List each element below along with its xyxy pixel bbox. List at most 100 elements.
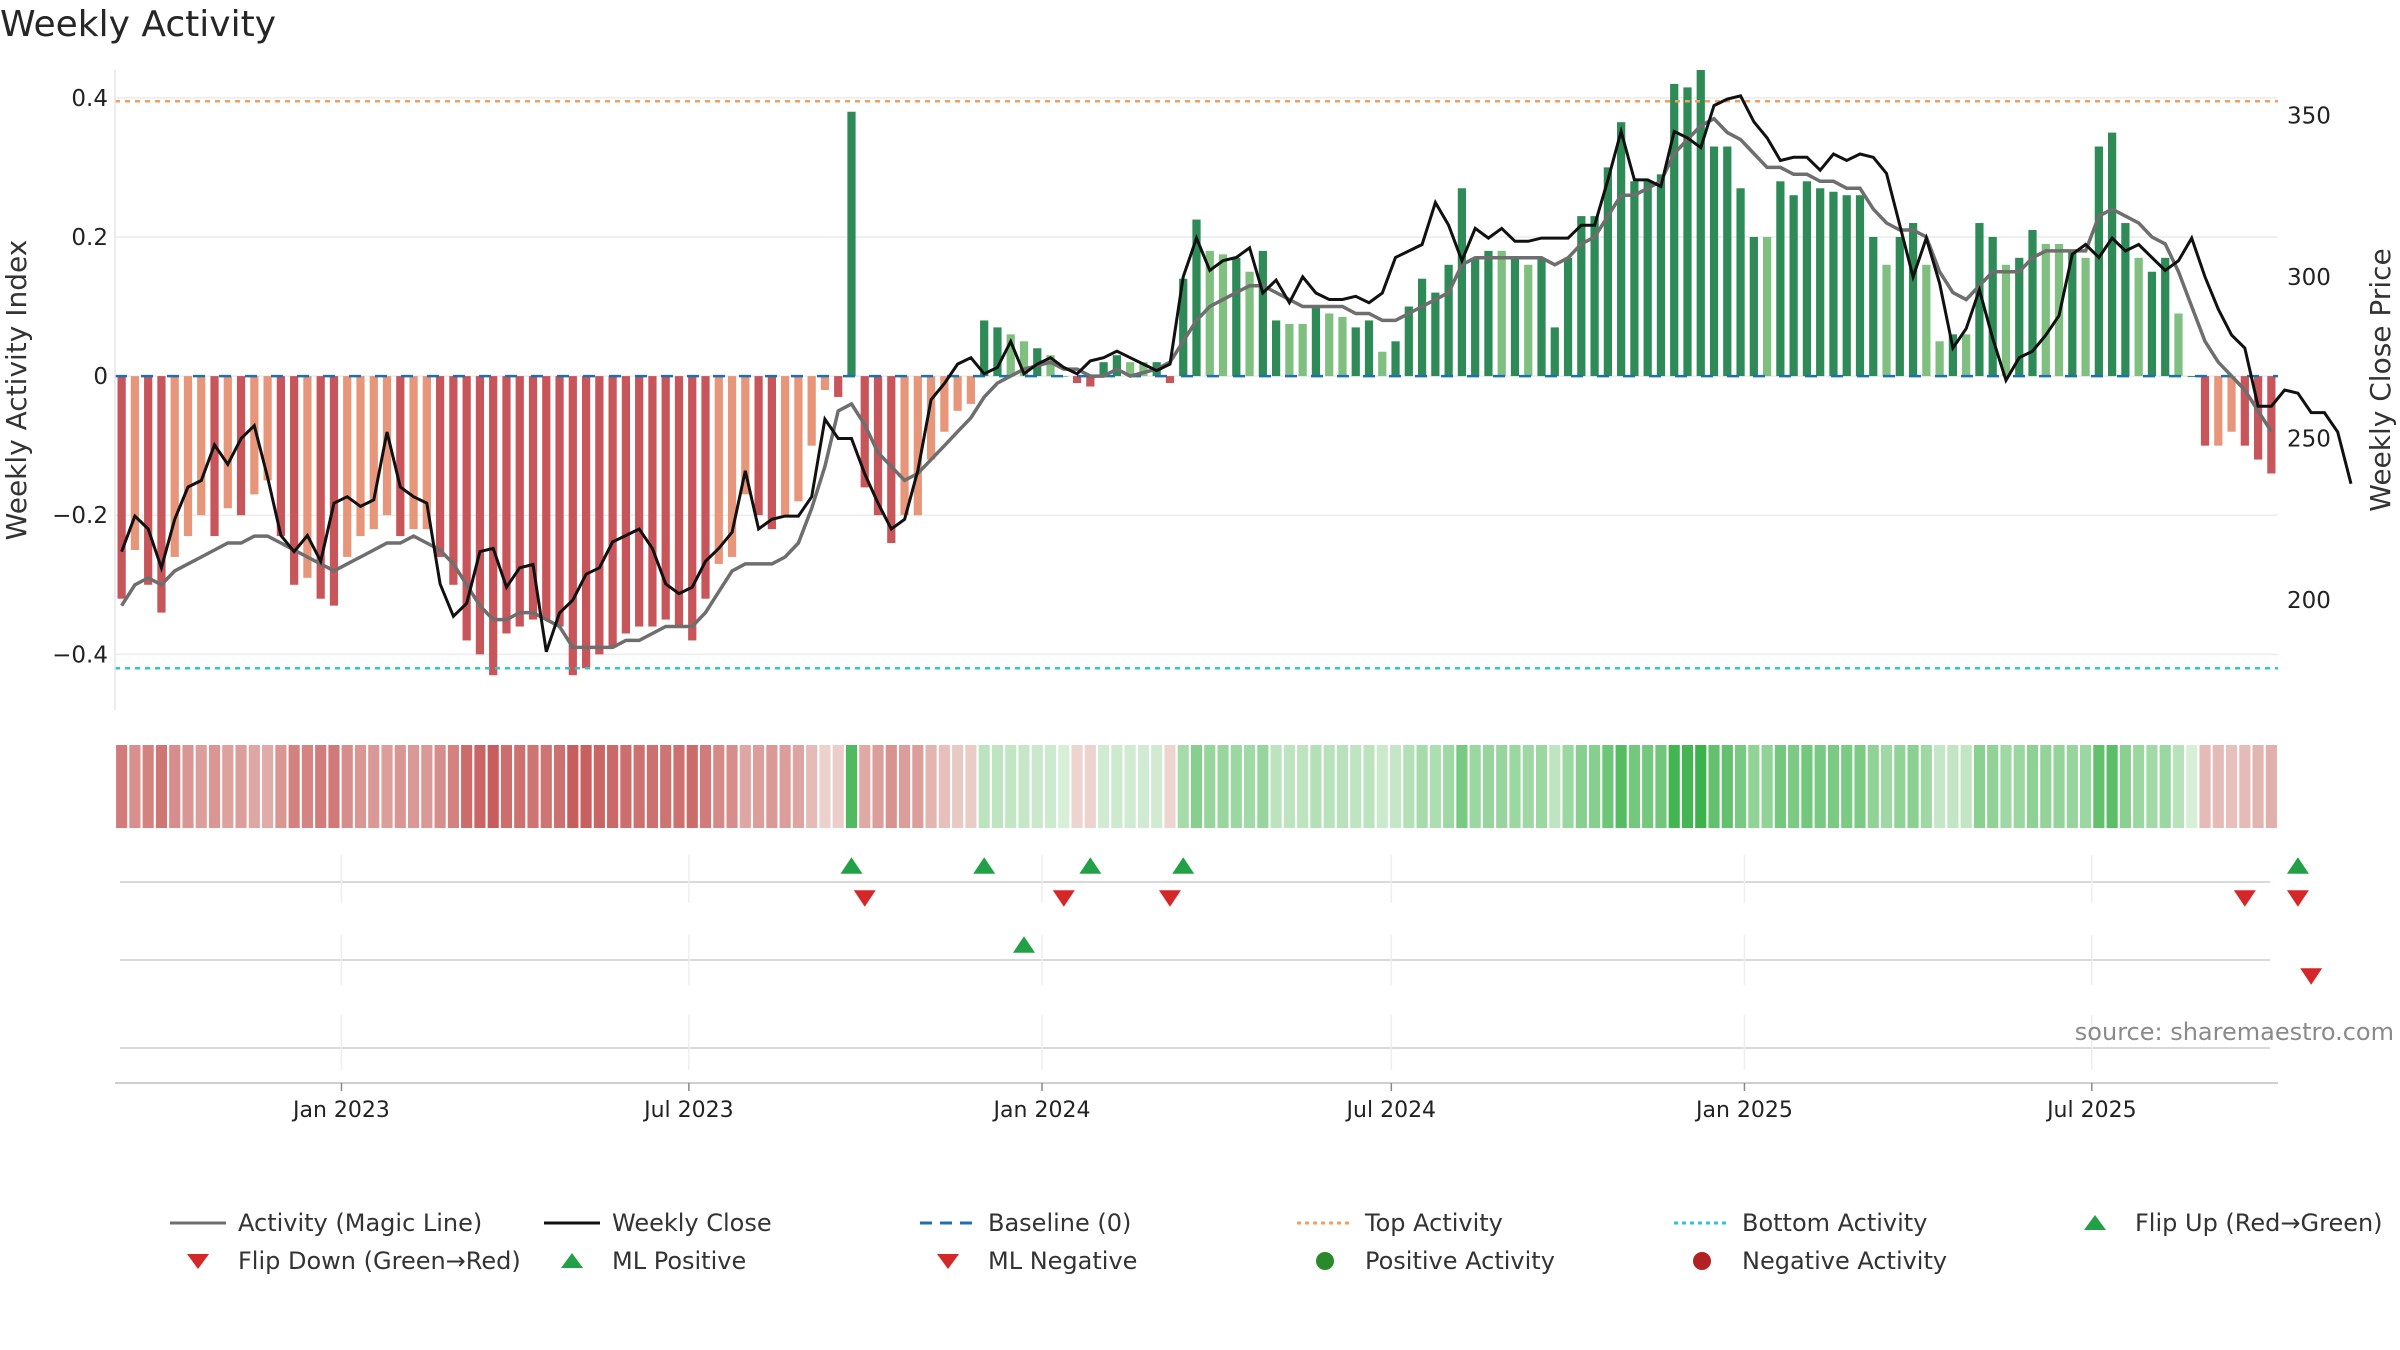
legend-item: Weekly Close [542,1208,772,1238]
activity-bar [1855,195,1865,377]
heat-cell [2212,745,2224,828]
activity-bar [781,376,790,516]
heat-cell [872,745,884,828]
activity-bar [223,376,232,509]
legend-symbol-icon [168,1208,228,1238]
heat-cell [553,745,566,828]
legend-symbol-icon [1295,1246,1355,1276]
activity-bar [1762,236,1772,377]
activity-bar [873,376,883,516]
heat-cell [1244,745,1256,828]
heat-cell [1363,745,1375,828]
legend: Activity (Magic Line) Weekly Close Baselin… [0,1208,2400,1298]
legend-symbol-icon [1672,1246,1732,1276]
heat-cell [1310,745,1322,828]
activity-bar [1404,306,1413,377]
heat-cell [2000,745,2012,828]
heat-cell [1987,745,1999,828]
x-axis: Jan 2023 Jul 2023 Jan 2024 Jul 2024 Jan 2025… [115,1082,2278,1123]
activity-bar [2187,376,2196,378]
heat-cell [1230,745,1242,828]
heat-cell [686,745,698,828]
heat-cell [1575,745,1587,828]
legend-label: Negative Activity [1742,1247,1948,1275]
heat-cell [1005,745,1017,828]
heat-cell [1934,745,1946,828]
activity-bar [1364,320,1374,377]
heat-cell [1270,745,1282,828]
activity-bar [2134,257,2143,377]
activity-bar [1723,146,1732,377]
heat-cell [819,745,831,828]
heat-cell [1336,745,1349,828]
flip-up-marker [840,857,863,874]
flip-down-marker [853,890,876,907]
activity-bar [1338,316,1347,377]
left-tick-label: 0 [93,364,108,390]
activity-bar [462,376,471,641]
weekly-close-series [120,94,2353,653]
activity-bar [834,376,843,397]
heat-cell [2265,745,2277,828]
activity-bar [1298,323,1307,377]
activity-bar [701,376,710,599]
heat-cell [182,745,194,828]
flip-down-marker [1052,890,1075,907]
activity-bar [1975,223,1984,377]
activity-bar [2147,271,2157,377]
heat-cell [859,745,871,828]
activity-bar [2094,146,2103,377]
heat-cell [1589,745,1601,828]
heat-cell [1323,745,1335,828]
reference-lines [115,100,2278,670]
flip-up-marker [2286,857,2309,874]
axes: 0.4 0.2 0 −0.2 −0.4 350 300 250 200 Weekly Activi… [0,70,2397,710]
heat-cell [633,745,645,828]
activity-bar [635,376,644,627]
heat-cell [938,745,950,828]
activity-bar [1630,181,1639,377]
heat-cell [925,745,937,828]
activity-bar [966,376,976,404]
activity-bar [1139,362,1148,377]
heat-cell [2172,745,2185,828]
heat-cell [1668,745,1680,828]
heat-cell [1350,745,1362,828]
heat-cell [1389,745,1402,828]
activity-bar [2081,257,2090,377]
heat-cell [1761,745,1773,828]
heat-cell [607,745,619,828]
heat-cell [315,745,327,828]
heat-cell [2053,745,2065,828]
activity-bar [993,327,1002,377]
activity-bar [1736,188,1745,377]
activity-bar [329,376,339,606]
legend-symbol-icon [1672,1208,1732,1238]
heat-cell [1031,745,1043,828]
heat-cell [142,745,154,828]
x-tick-label: Jul 2023 [642,1098,734,1123]
legend-item: Bottom Activity [1672,1208,1927,1238]
heat-cell [1854,745,1866,828]
heat-cell [1509,745,1521,828]
heat-cell [1814,745,1826,828]
activity-bar [913,376,922,516]
activity-bar [608,376,617,648]
flip-down-marker [1158,890,1181,907]
heat-cell [1044,745,1057,828]
heat-cell [766,745,778,828]
legend-label: Flip Up (Red→Green) [2135,1209,2383,1237]
activity-bar [1431,292,1440,377]
x-tick-label: Jan 2025 [1694,1098,1793,1123]
heat-cell [1164,745,1176,828]
activity-bar [887,376,896,544]
activity-bar [714,376,723,564]
heat-cell [2093,745,2105,828]
heat-cell [1403,745,1415,828]
legend-symbol-icon [1295,1208,1355,1238]
heat-cell [2225,745,2238,828]
heat-cell [753,745,765,828]
activity-bar [409,376,418,530]
heat-cell [965,745,977,828]
activity-bar [1019,341,1029,377]
